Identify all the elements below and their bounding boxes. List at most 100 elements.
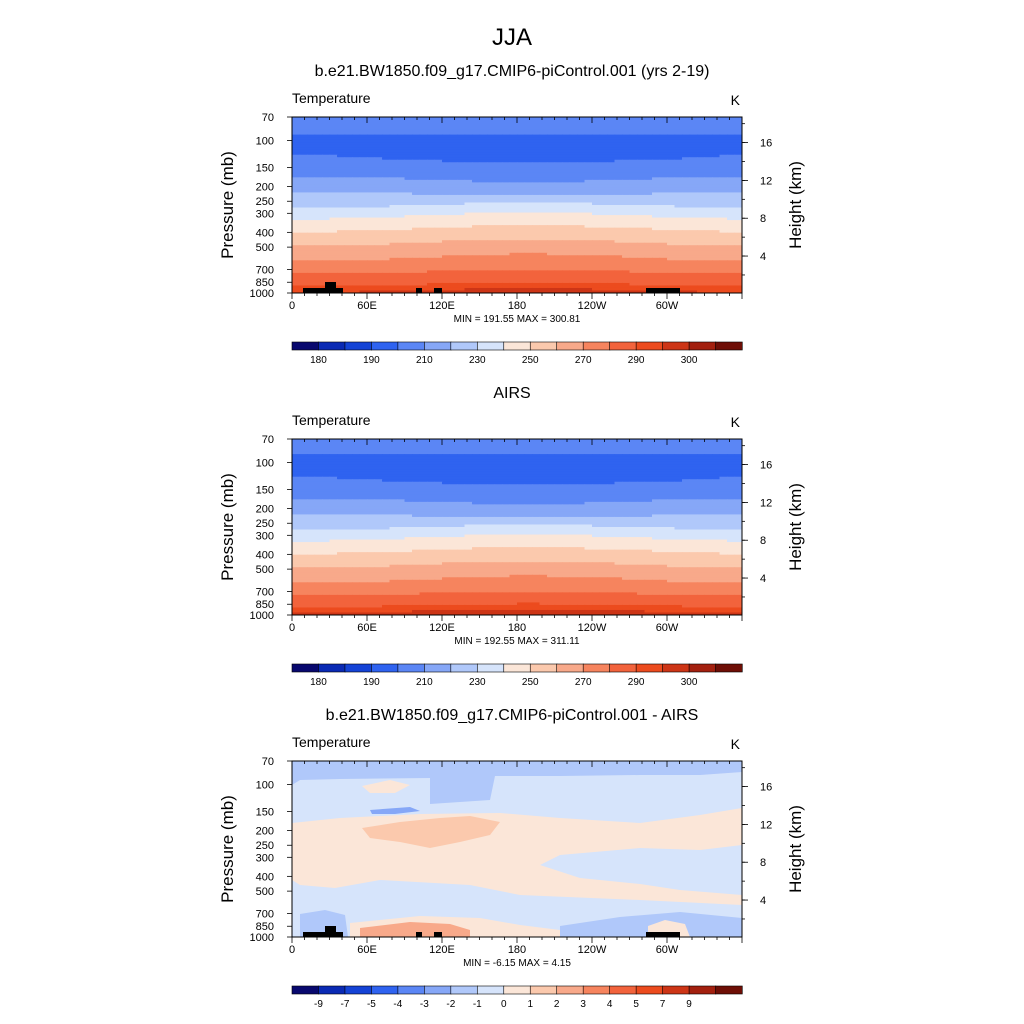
field-cell <box>404 149 413 153</box>
field-cell <box>509 285 518 289</box>
field-cell <box>562 446 571 450</box>
field-cell <box>532 210 541 214</box>
field-cell <box>629 287 638 292</box>
field-cell <box>652 247 661 251</box>
field-cell <box>367 225 376 229</box>
field-cell <box>637 237 646 241</box>
field-cell <box>434 144 443 148</box>
field-cell <box>442 446 451 450</box>
field-cell <box>697 282 706 287</box>
field-cell <box>614 237 623 241</box>
field-cell <box>479 215 488 219</box>
field-cell <box>487 144 496 148</box>
field-cell <box>472 197 481 201</box>
field-cell <box>562 230 571 234</box>
field-cell <box>719 280 728 284</box>
field-cell <box>607 287 616 292</box>
field-cell <box>299 456 308 460</box>
field-cell <box>494 167 503 171</box>
field-cell <box>719 262 728 266</box>
field-cell <box>404 245 413 249</box>
field-cell <box>607 237 616 241</box>
field-cell <box>479 199 488 204</box>
field-cell <box>314 262 323 266</box>
field-cell <box>629 252 638 256</box>
field-cell <box>307 134 316 138</box>
field-cell <box>494 164 503 168</box>
field-cell <box>524 199 533 204</box>
field-cell <box>584 187 593 191</box>
field-cell <box>554 451 563 455</box>
field-cell <box>502 174 511 178</box>
field-cell <box>494 277 503 282</box>
field-cell <box>427 227 436 231</box>
field-cell <box>292 164 301 168</box>
field-cell <box>659 162 668 166</box>
field-cell <box>502 152 511 156</box>
field-cell <box>674 267 683 271</box>
field-cell <box>727 265 736 269</box>
field-cell <box>614 184 623 188</box>
field-cell <box>697 449 706 453</box>
field-cell <box>359 169 368 173</box>
field-cell <box>637 179 646 183</box>
field-cell <box>457 149 466 153</box>
field-cell <box>337 212 346 216</box>
field-cell <box>614 285 623 289</box>
field-cell <box>307 265 316 269</box>
field-cell <box>734 202 742 206</box>
field-cell <box>359 441 368 445</box>
field-cell <box>727 227 736 231</box>
field-cell <box>442 215 451 219</box>
field-cell <box>457 265 466 269</box>
field-cell <box>727 290 736 293</box>
field-cell <box>479 159 488 163</box>
field-cell <box>509 119 518 123</box>
field-cell <box>614 444 623 448</box>
field-cell <box>502 220 511 224</box>
field-cell <box>734 182 742 186</box>
field-cell <box>487 235 496 239</box>
field-cell <box>712 137 721 141</box>
field-cell <box>674 194 683 199</box>
field-cell <box>539 142 548 146</box>
field-cell <box>667 240 676 244</box>
field-cell <box>442 267 451 271</box>
field-cell <box>622 225 631 229</box>
field-cell <box>292 464 301 468</box>
field-cell <box>464 245 473 249</box>
field-cell <box>487 252 496 256</box>
field-cell <box>622 182 631 186</box>
field-cell <box>389 152 398 156</box>
field-cell <box>727 152 736 156</box>
field-cell <box>584 245 593 249</box>
field-cell <box>299 230 308 234</box>
field-cell <box>314 129 323 133</box>
field-cell <box>644 127 653 131</box>
field-cell <box>547 287 556 292</box>
field-cell <box>644 199 653 204</box>
field-cell <box>599 287 608 292</box>
field-cell <box>307 275 316 279</box>
field-cell <box>584 172 593 176</box>
field-cell <box>449 260 458 264</box>
field-cell <box>614 202 623 206</box>
field-cell <box>734 187 742 191</box>
field-cell <box>547 245 556 249</box>
field-cell <box>734 205 742 209</box>
field-cell <box>674 205 683 209</box>
field-cell <box>314 464 323 468</box>
field-cell <box>712 461 721 465</box>
field-cell <box>299 202 308 206</box>
field-cell <box>659 232 668 236</box>
field-cell <box>419 127 428 131</box>
field-cell <box>494 287 503 292</box>
field-cell <box>509 230 518 234</box>
field-cell <box>584 225 593 229</box>
field-cell <box>337 162 346 166</box>
field-cell <box>464 270 473 274</box>
field-cell <box>292 202 301 206</box>
field-cell <box>614 152 623 156</box>
field-cell <box>674 187 683 191</box>
field-cell <box>727 189 736 194</box>
